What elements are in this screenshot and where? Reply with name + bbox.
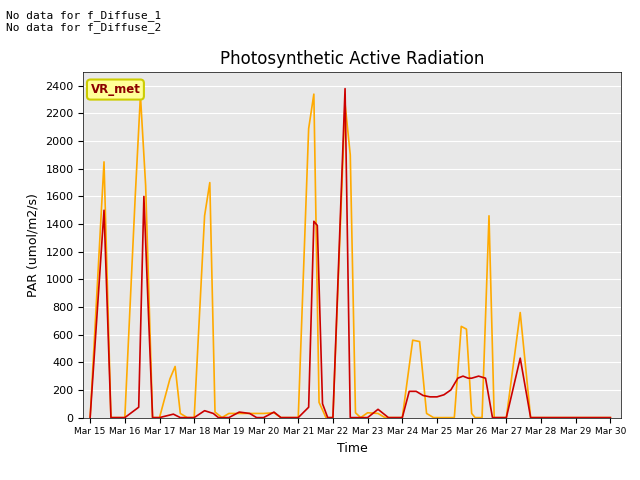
PAR in [482,375,490,381]
Text: No data for f_Diffuse_1
No data for f_Diffuse_2: No data for f_Diffuse_1 No data for f_Di… [6,10,162,33]
PAR in [364,415,371,420]
PAR in [447,387,454,393]
PAR in [374,407,382,412]
PAR in [399,415,406,420]
PAR out [440,415,448,420]
Text: VR_met: VR_met [90,83,140,96]
PAR out [374,410,382,416]
PAR out [399,415,406,420]
PAR out [246,410,253,416]
PAR out [310,91,317,97]
Line: PAR in: PAR in [90,89,611,418]
PAR in [607,415,614,420]
PAR in [214,415,222,420]
X-axis label: Time: Time [337,442,367,455]
PAR out [86,415,94,420]
Y-axis label: PAR (umol/m2/s): PAR (umol/m2/s) [27,193,40,297]
Line: PAR out: PAR out [90,94,611,418]
Title: Photosynthetic Active Radiation: Photosynthetic Active Radiation [220,49,484,68]
PAR in [86,415,94,420]
PAR out [607,415,614,420]
PAR in [341,86,349,92]
PAR out [351,410,359,416]
PAR out [100,159,108,165]
Legend: PAR in, PAR out: PAR in, PAR out [255,479,449,480]
